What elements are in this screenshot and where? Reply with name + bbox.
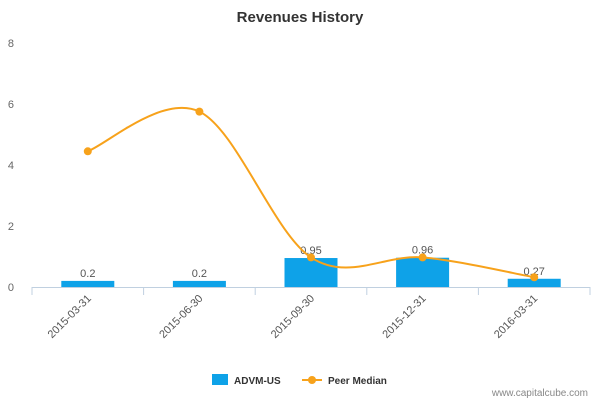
y-tick-label: 8 (8, 38, 14, 50)
y-tick-label: 0 (8, 282, 14, 294)
peer-median-point (195, 107, 204, 116)
y-tick-label: 2 (8, 221, 14, 233)
bar-value-label: 0.2 (192, 268, 207, 280)
y-tick-label: 4 (8, 160, 14, 172)
x-tick-label: 2015-06-30 (157, 293, 205, 341)
x-tick-label: 2016-03-31 (492, 293, 540, 341)
legend-label-peer-median: Peer Median (328, 376, 387, 387)
bar (172, 280, 226, 287)
legend-label-advm: ADVM-US (234, 376, 281, 387)
x-tick-label: 2015-03-31 (46, 293, 94, 341)
bar-data-labels: 0.2 0.20.95 0.960.27 (80, 245, 545, 280)
peer-median-series (83, 106, 539, 282)
bar-value-label: 0.2 (80, 268, 95, 280)
bar (284, 258, 338, 287)
x-tick-label: 2015-09-30 (269, 293, 317, 341)
bar (396, 257, 450, 287)
x-axis-ticks: 2015-03-31 2015-06-30 2015-09-30 2015-12-31… (31, 287, 591, 341)
y-tick-label: 6 (8, 99, 14, 111)
peer-median-point (307, 253, 315, 262)
bar (61, 280, 115, 287)
legend: ADVM-US Peer Median (212, 374, 387, 387)
y-axis-ticks: 0 2 4 6 8 (8, 38, 14, 294)
legend-swatch-peer-median-marker (308, 376, 316, 384)
bar-value-label: 0.96 (412, 245, 433, 257)
peer-median-line (87, 106, 535, 279)
bar (507, 278, 561, 287)
bar-series (61, 257, 561, 287)
legend-swatch-advm (212, 374, 228, 385)
bar-value-label: 0.27 (523, 266, 544, 278)
watermark: www.capitalcube.com (491, 388, 588, 399)
peer-median-point (418, 253, 427, 262)
chart-title: Revenues History (237, 9, 364, 26)
peer-median-point (83, 147, 92, 156)
x-tick-label: 2015-12-31 (380, 293, 428, 341)
peer-median-point (530, 273, 539, 282)
